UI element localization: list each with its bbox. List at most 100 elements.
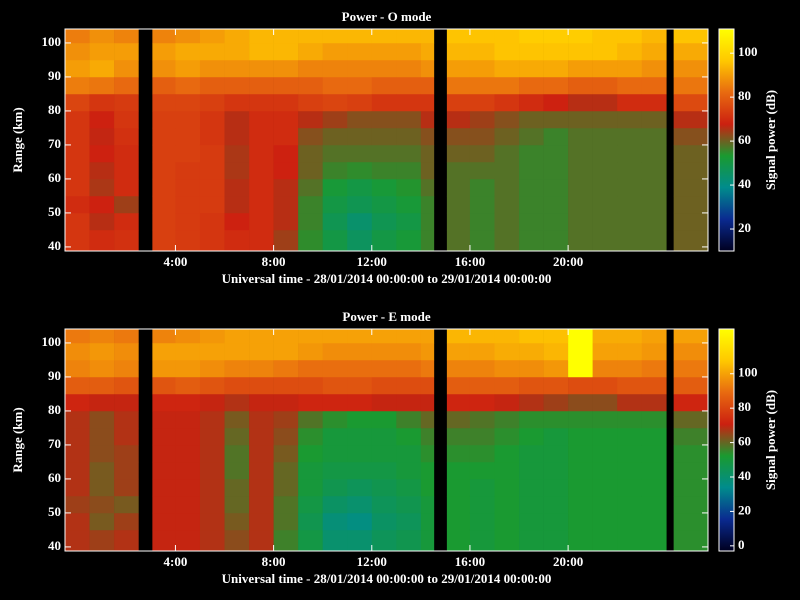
heatmap-cell: [152, 195, 176, 214]
colorbar-tick-label: 100: [738, 44, 758, 59]
heatmap-cell: [114, 29, 139, 44]
heatmap-cell: [224, 178, 250, 197]
heatmap-cell: [673, 42, 709, 61]
heatmap-cell: [152, 229, 176, 252]
heatmap-cell: [396, 329, 422, 344]
heatmap-cell: [89, 359, 115, 378]
heatmap-cell: [89, 512, 115, 531]
heatmap-cell: [543, 427, 569, 446]
heatmap-cell: [89, 329, 115, 344]
heatmap-cell: [494, 59, 520, 78]
heatmap-cell: [298, 495, 323, 514]
heatmap-cell: [592, 478, 618, 497]
heatmap-cell: [641, 93, 667, 112]
colorbar-tick-label: 60: [738, 132, 751, 147]
heatmap-cell: [469, 161, 495, 180]
heatmap-cell: [371, 144, 397, 163]
heatmap-cell: [396, 495, 422, 514]
heatmap-cell: [298, 127, 323, 146]
heatmap-cell: [199, 29, 225, 44]
heatmap-cell: [199, 427, 225, 446]
heatmap-cell: [347, 144, 373, 163]
heatmap-cell: [519, 110, 544, 129]
heatmap-cell: [543, 76, 569, 95]
heatmap-cell: [89, 393, 115, 412]
heatmap-cell: [673, 110, 709, 129]
heatmap-cell: [494, 329, 520, 344]
heatmap-cell: [469, 144, 495, 163]
heatmap-cell: [298, 178, 323, 197]
heatmap-cell: [249, 359, 274, 378]
heatmap-cell: [543, 478, 569, 497]
colorbar-tick-label: 20: [738, 502, 751, 517]
heatmap-cell: [273, 512, 299, 531]
heatmap-cell: [65, 410, 90, 429]
heatmap-cell: [494, 529, 520, 552]
heatmap-cell: [152, 212, 176, 231]
heatmap-cell: [298, 29, 323, 44]
heatmap-cell: [641, 410, 667, 429]
heatmap-cell: [396, 42, 422, 61]
heatmap-cell: [322, 178, 348, 197]
heatmap-cell: [298, 393, 323, 412]
heatmap-cell: [396, 444, 422, 463]
heatmap-cell: [617, 59, 643, 78]
heatmap-cell: [446, 76, 471, 95]
heatmap-cell: [568, 29, 593, 44]
heatmap-cell: [199, 359, 225, 378]
heatmap-cell: [273, 393, 299, 412]
heatmap-cell: [592, 427, 618, 446]
heatmap-cell: [420, 178, 435, 197]
heatmap-cell: [114, 127, 139, 146]
heatmap-cell: [494, 212, 520, 231]
heatmap-cell: [199, 495, 225, 514]
heatmap-cell: [568, 529, 593, 552]
heatmap-cell: [65, 393, 90, 412]
heatmap-cell: [420, 495, 435, 514]
heatmap-cell: [298, 329, 323, 344]
heatmap-cell: [273, 212, 299, 231]
heatmap-cell: [494, 42, 520, 61]
heatmap-cell: [322, 127, 348, 146]
heatmap-cell: [65, 93, 90, 112]
heatmap-cell: [199, 178, 225, 197]
heatmap-cell: [175, 229, 201, 252]
heatmap-cell: [298, 161, 323, 180]
heatmap-cell: [673, 329, 709, 344]
heatmap-cell: [65, 359, 90, 378]
heatmap-cell: [519, 461, 544, 480]
heatmap-cell: [298, 427, 323, 446]
heatmap-cell: [673, 376, 709, 395]
heatmap-cell: [371, 376, 397, 395]
plot-frame: [64, 28, 709, 252]
heatmap-cell: [543, 127, 569, 146]
heatmap-cell: [469, 110, 495, 129]
heatmap-cell: [199, 512, 225, 531]
heatmap-cell: [347, 76, 373, 95]
heatmap-cell: [273, 444, 299, 463]
heatmap-cell: [175, 329, 201, 344]
heatmap-cell: [420, 410, 435, 429]
heatmap-cell: [568, 393, 593, 412]
heatmap-cell: [673, 444, 709, 463]
heatmap-cell: [673, 461, 709, 480]
heatmap-cell: [396, 195, 422, 214]
heatmap-cell: [89, 110, 115, 129]
heatmap-cell: [469, 329, 495, 344]
heatmap-cell: [298, 376, 323, 395]
heatmap-cell: [224, 529, 250, 552]
heatmap-cell: [175, 342, 201, 361]
heatmap-cell: [273, 93, 299, 112]
heatmap-cell: [152, 178, 176, 197]
heatmap-cell: [568, 127, 593, 146]
heatmap-cell: [114, 427, 139, 446]
heatmap-cell: [347, 229, 373, 252]
heatmap-cell: [114, 110, 139, 129]
heatmap-cell: [396, 144, 422, 163]
heatmap-cell: [322, 461, 348, 480]
heatmap-cell: [469, 76, 495, 95]
heatmap-cell: [446, 195, 471, 214]
heatmap-cell: [592, 42, 618, 61]
heatmap-cell: [224, 461, 250, 480]
heatmap-cell: [65, 42, 90, 61]
